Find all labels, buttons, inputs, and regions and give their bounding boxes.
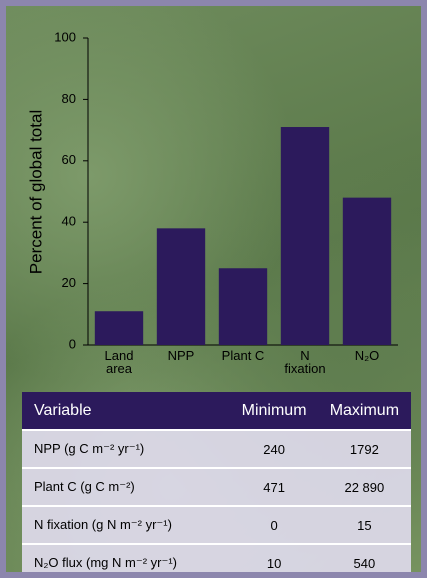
table-cell: 22 890: [317, 467, 411, 506]
table-cell: Plant C (g C m⁻²): [22, 467, 231, 506]
table-cell: 540: [317, 543, 411, 572]
x-tick-label: Plant C: [221, 348, 265, 363]
table-cell: 10: [230, 543, 318, 572]
table-header-cell: Variable: [22, 392, 231, 430]
table-cell: 1792: [317, 429, 411, 468]
table-header-cell: Maximum: [317, 392, 411, 430]
y-tick-label: 0: [69, 336, 76, 351]
table-cell: 471: [230, 467, 318, 506]
table-row: N₂O flux (mg N m⁻² yr⁻¹) 10 540: [22, 543, 411, 572]
y-tick-label: 20: [62, 275, 76, 290]
x-tick-label: N₂O: [354, 348, 380, 363]
data-table: Variable Minimum Maximum NPP (g C m⁻² yr⁻¹…: [22, 392, 411, 572]
x-tick-label: NPP: [167, 348, 195, 363]
x-tick-label: N fixation: [284, 348, 326, 376]
y-tick-label: 60: [62, 152, 76, 167]
bar: [218, 268, 268, 345]
bar: [280, 127, 330, 345]
x-tick-label: Land area: [104, 348, 134, 376]
table-cell: N₂O flux (mg N m⁻² yr⁻¹): [22, 543, 231, 572]
table-row: NPP (g C m⁻² yr⁻¹) 240 1792: [22, 429, 411, 468]
y-axis-label: Percent of global total: [26, 110, 45, 274]
table-cell: NPP (g C m⁻² yr⁻¹): [22, 429, 231, 468]
bar: [94, 311, 144, 345]
y-tick-label: 80: [62, 91, 76, 106]
y-tick-label: 40: [62, 214, 76, 229]
table-header-cell: Minimum: [230, 392, 318, 430]
table-row: N fixation (g N m⁻² yr⁻¹) 0 15: [22, 505, 411, 544]
bar: [342, 197, 392, 345]
table-cell: 0: [230, 505, 318, 544]
table-cell: 240: [230, 429, 318, 468]
table-cell: 15: [317, 505, 411, 544]
table-row: Plant C (g C m⁻²) 471 22 890: [22, 467, 411, 506]
y-tick-label: 100: [54, 29, 76, 44]
bar: [156, 228, 206, 345]
table-cell: N fixation (g N m⁻² yr⁻¹): [22, 505, 231, 544]
